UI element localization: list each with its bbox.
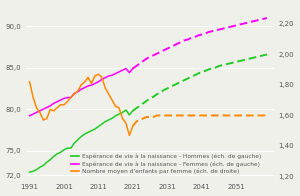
- Legend: Espérance de vie à la naissance - Hommes (éch. de gauche), Espérance de vie à la: Espérance de vie à la naissance - Hommes…: [68, 152, 263, 177]
